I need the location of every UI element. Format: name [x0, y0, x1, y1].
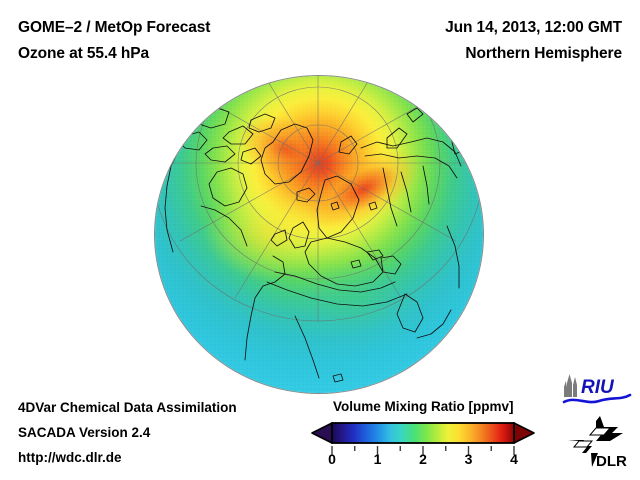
colorbar-title: Volume Mixing Ratio [ppmv]: [333, 399, 514, 414]
riu-wave-icon: [562, 393, 632, 404]
forecast-datetime: Jun 14, 2013, 12:00 GMT: [445, 19, 622, 36]
product-title: Ozone at 55.4 hPa: [18, 45, 149, 62]
colorbar-tick-label-4: 4: [510, 451, 518, 467]
colorbar-low-arrow: [311, 422, 333, 444]
dlr-wordmark: DLR: [596, 453, 627, 470]
riu-logo: RIU: [561, 371, 633, 409]
colorbar-tick-label-2: 2: [419, 451, 427, 467]
ozone-field-pixel-grain: [155, 76, 483, 393]
colorbar-svg: [311, 422, 535, 444]
riu-cathedral-icon: [564, 374, 577, 397]
dlr-logo: DLR: [566, 415, 632, 470]
footer-method: 4DVar Chemical Data Assimilation: [18, 400, 237, 415]
colorbar-gradient: [331, 422, 515, 444]
riu-wordmark: RIU: [581, 377, 615, 398]
dlr-logo-svg: DLR: [568, 416, 627, 470]
footer-version: SACADA Version 2.4: [18, 425, 151, 440]
riu-logo-svg: RIU: [562, 374, 632, 404]
footer-url: http://wdc.dlr.de: [18, 450, 122, 465]
ozone-field-limb: [155, 76, 483, 393]
colorbar-high-arrow: [513, 422, 535, 444]
colorbar-tick-label-1: 1: [373, 451, 382, 467]
graticule-meridians: [155, 76, 483, 322]
coastlines: [164, 107, 470, 383]
ozone-globe-map: [155, 76, 483, 393]
colorbar: [310, 421, 536, 445]
colorbar-tick-label-0: 0: [328, 451, 336, 467]
colorbar-tick-svg: [331, 446, 515, 455]
region-label: Northern Hemisphere: [465, 45, 622, 62]
colorbar-tick-labels: 0 1 2 3 4: [310, 451, 536, 471]
colorbar-ticks: [310, 443, 536, 455]
map-overlay-svg: [155, 76, 483, 383]
instrument-title: GOME–2 / MetOp Forecast: [18, 19, 211, 36]
colorbar-tick-label-3: 3: [464, 451, 473, 467]
dlr-mark-icon: [568, 416, 623, 467]
